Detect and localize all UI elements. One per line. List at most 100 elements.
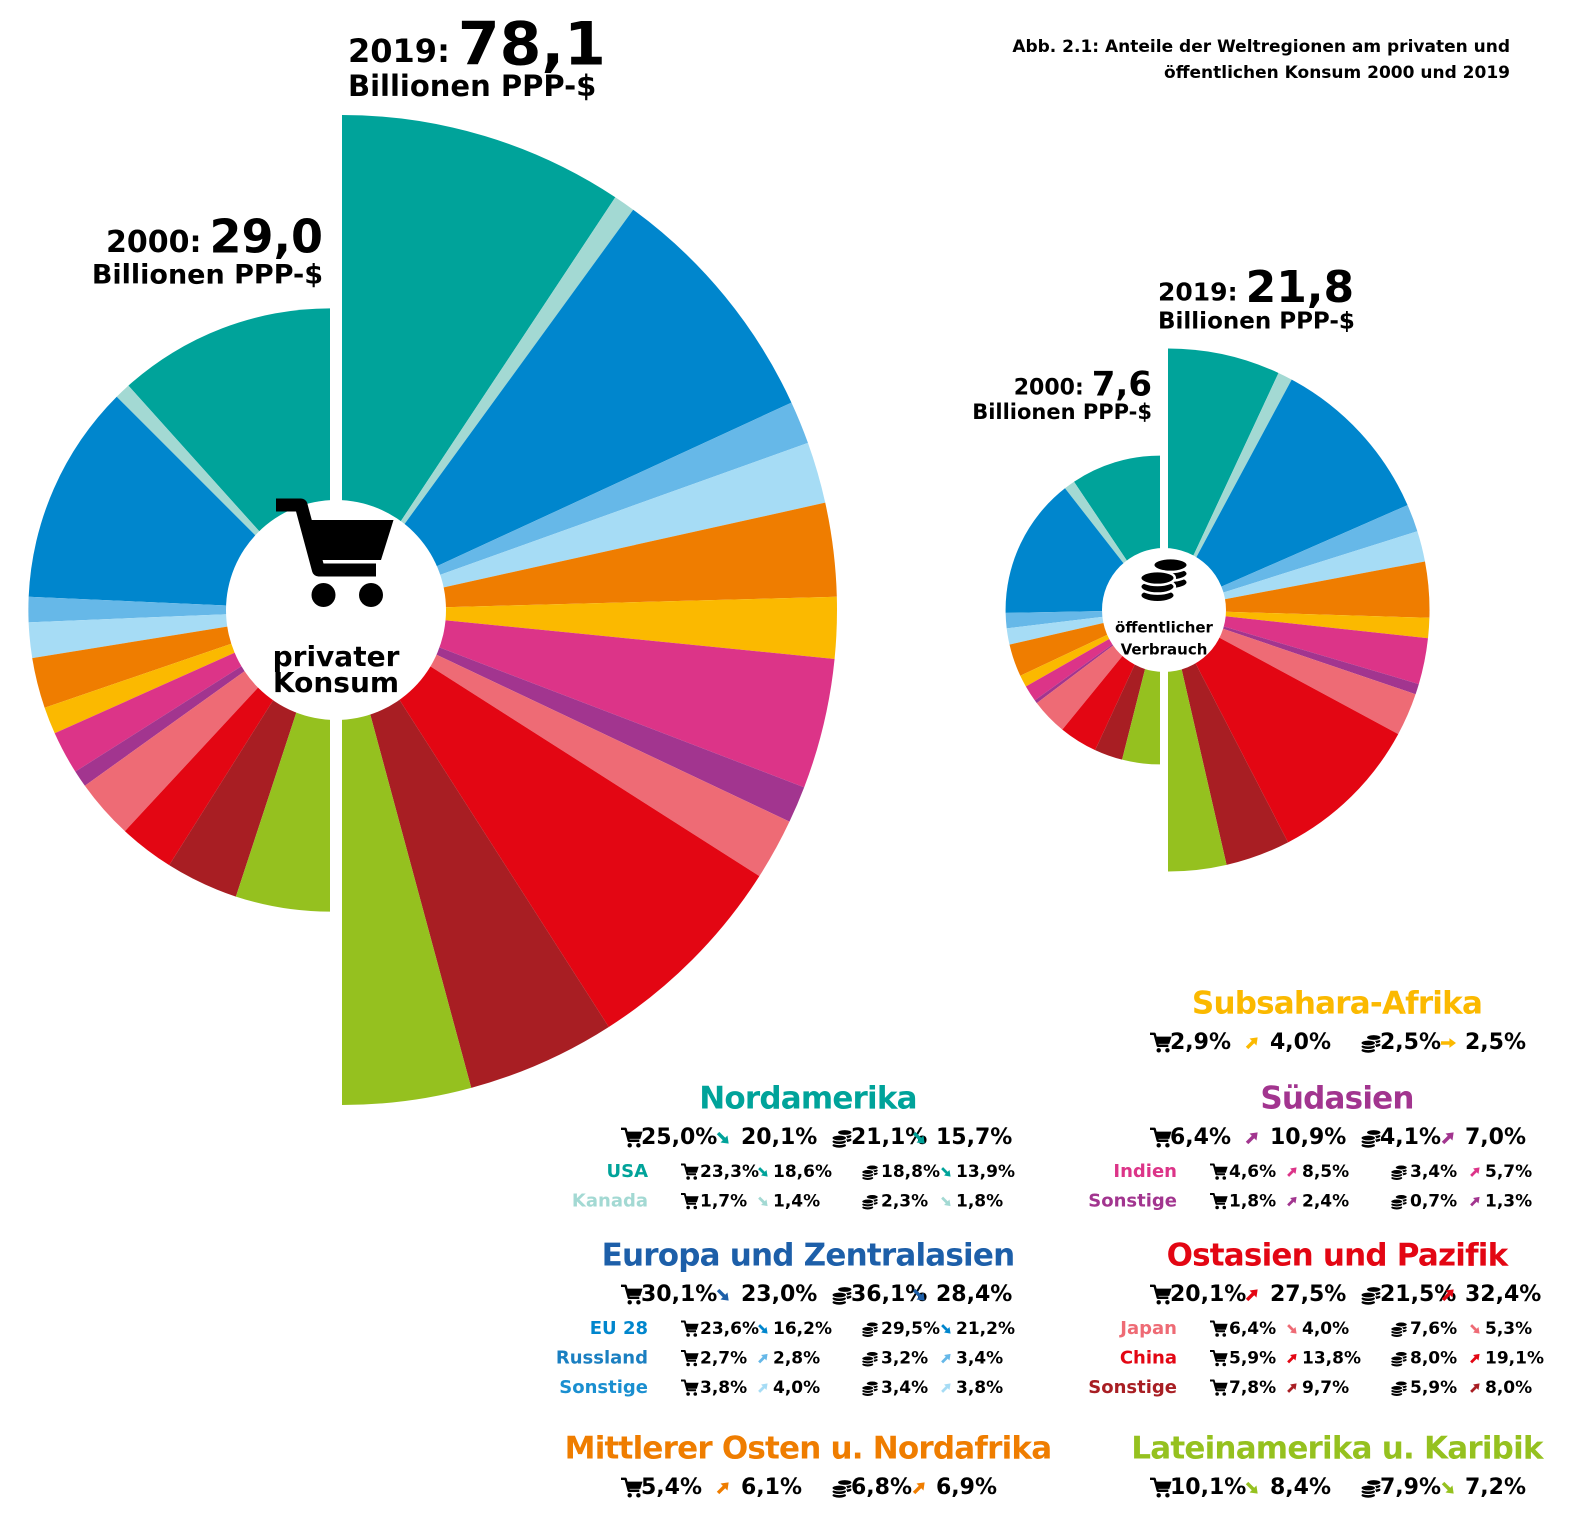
slice (1168, 610, 1430, 639)
trend-arrow (912, 1131, 925, 1144)
subregion-name: Japan (1118, 1318, 1177, 1339)
trend-arrow-head (1249, 1037, 1258, 1046)
slice (1168, 379, 1408, 610)
share-label: 20,1% (1170, 1282, 1246, 1307)
trend-arrow-head (1249, 1132, 1258, 1141)
coins-icon (831, 1479, 853, 1499)
trend-arrow-head (916, 1292, 925, 1301)
trend-arrow (941, 1383, 951, 1393)
center-disc (1102, 548, 1226, 672)
subregion-name: Indien (1113, 1161, 1177, 1182)
trend-arrow (941, 1167, 951, 1177)
share-label: 2,3% (881, 1192, 928, 1212)
year-label: 2019: (348, 32, 450, 70)
share-label: 21,1% (851, 1125, 927, 1150)
trend-arrow-head (1249, 1289, 1258, 1298)
share-label: 13,9% (956, 1162, 1015, 1182)
cart-icon (621, 1477, 643, 1499)
slice (342, 502, 837, 610)
cart-icon (681, 1193, 699, 1211)
share-label: 23,0% (741, 1282, 817, 1307)
subregion-name: Sonstige (1088, 1377, 1177, 1398)
trend-arrow-head (761, 1170, 768, 1177)
region-name: Nordamerika (699, 1081, 917, 1117)
share-label: 6,8% (851, 1475, 912, 1500)
trend-arrow (941, 1196, 951, 1207)
trend-arrow-head (1290, 1383, 1297, 1390)
cart-icon (1150, 1032, 1172, 1054)
subregion-name: Russland (556, 1348, 648, 1369)
share-label: 1,4% (773, 1192, 820, 1212)
share-label: 19,1% (1485, 1349, 1544, 1369)
trend-arrow-head (1290, 1196, 1297, 1204)
cart-icon (1150, 1477, 1172, 1499)
share-label: 23,6% (700, 1319, 759, 1339)
slice (342, 610, 790, 877)
share-label: 15,7% (936, 1125, 1012, 1150)
trend-arrow (1441, 1132, 1454, 1145)
share-label: 9,7% (1302, 1378, 1349, 1398)
share-label: 21,2% (956, 1319, 1015, 1339)
cart-icon (1150, 1284, 1172, 1306)
share-label: 18,8% (881, 1162, 940, 1182)
cart-icon (1150, 1127, 1172, 1149)
year-label: 2000: (1014, 376, 1084, 401)
trend-arrow (1245, 1289, 1258, 1302)
share-label: 3,8% (700, 1378, 747, 1398)
trend-arrow (1287, 1353, 1297, 1364)
region-name: Subsahara-Afrika (1192, 986, 1482, 1022)
trend-arrow-head (916, 1135, 925, 1144)
trend-arrow (1470, 1353, 1480, 1364)
trend-arrow-head (1473, 1353, 1480, 1361)
coins-icon (1360, 1286, 1382, 1306)
subregion-name: Sonstige (559, 1377, 648, 1398)
trend-arrow (1441, 1289, 1454, 1302)
cart-icon (1210, 1379, 1228, 1397)
trend-arrow-head (944, 1353, 951, 1361)
trend-arrow-head (720, 1482, 729, 1491)
trend-arrow (1470, 1383, 1480, 1393)
share-label: 3,4% (1410, 1162, 1457, 1182)
slice (342, 209, 792, 610)
region-name: Mittlerer Osten u. Nordafrika (565, 1431, 1052, 1467)
slice (1168, 531, 1425, 610)
trend-arrow-head (761, 1327, 768, 1334)
share-label: 16,2% (773, 1319, 832, 1339)
slice (28, 596, 330, 623)
coins-icon (1360, 1479, 1382, 1499)
trend-arrow-head (761, 1383, 768, 1390)
share-label: 6,4% (1229, 1319, 1276, 1339)
trend-arrow (1470, 1324, 1480, 1334)
share-label: 2,8% (773, 1349, 820, 1369)
coins-icon (1390, 1194, 1408, 1211)
center-label: Konsum (273, 666, 399, 699)
share-label: 2,4% (1302, 1192, 1349, 1212)
share-label: 7,8% (1229, 1378, 1276, 1398)
share-label: 0,7% (1410, 1192, 1457, 1212)
cart-icon (681, 1379, 699, 1397)
cart-icon (681, 1350, 699, 1368)
trend-arrow-head (944, 1199, 951, 1207)
share-label: 6,1% (741, 1475, 802, 1500)
slice (1168, 610, 1227, 872)
trend-arrow (758, 1324, 768, 1334)
slice (1168, 610, 1289, 865)
trend-arrow (758, 1196, 768, 1207)
region-name: Lateinamerika u. Karibik (1131, 1431, 1545, 1467)
share-label: 4,0% (1302, 1319, 1349, 1339)
share-label: 4,0% (773, 1378, 820, 1398)
trend-arrow (912, 1288, 925, 1301)
share-label: 28,4% (936, 1282, 1012, 1307)
trend-arrow (1441, 1038, 1456, 1048)
coins-icon (861, 1380, 879, 1397)
subregion-name: EU 28 (590, 1318, 648, 1339)
coins-icon (861, 1321, 879, 1338)
trend-arrow-head (720, 1135, 729, 1144)
trend-arrow (716, 1131, 729, 1144)
region-name: Europa und Zentralasien (602, 1238, 1015, 1274)
slice (342, 442, 826, 610)
trend-arrow (1287, 1167, 1297, 1177)
slice (1168, 505, 1418, 610)
coins-icon (1390, 1164, 1408, 1181)
trend-arrow-head (1449, 1038, 1456, 1048)
